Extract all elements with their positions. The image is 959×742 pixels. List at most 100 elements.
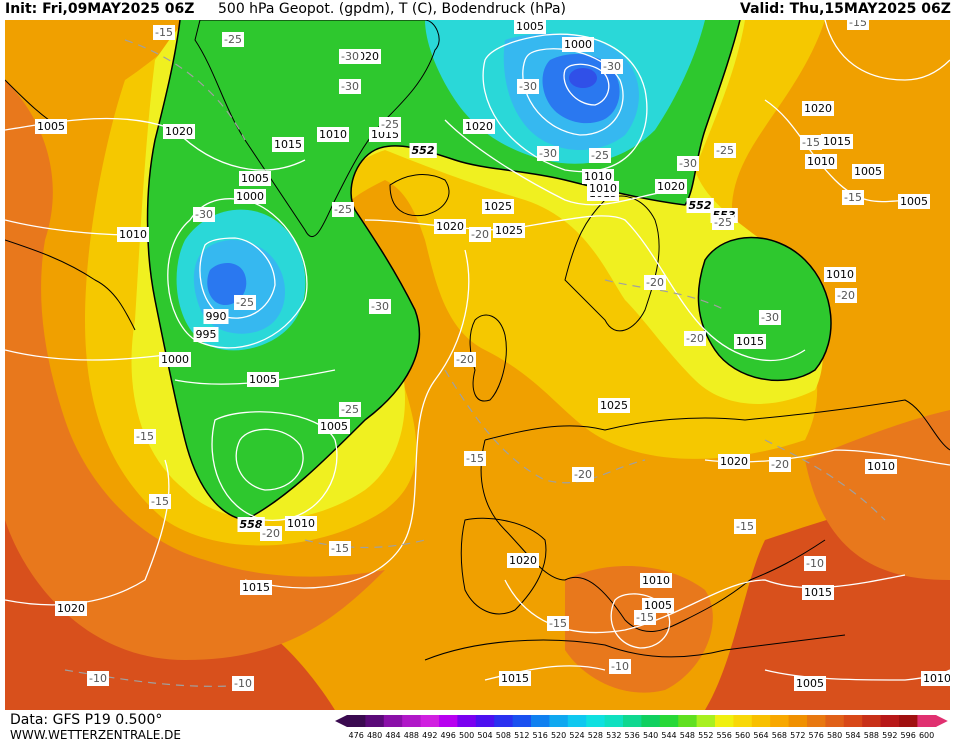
isobar-label: 1020 (804, 102, 832, 115)
legend-tick-label: 572 (790, 731, 805, 740)
legend-tick-label: 548 (680, 731, 695, 740)
isobar-label: 1005 (241, 172, 269, 185)
label-box (193, 207, 215, 222)
field-orange-dark-west (5, 80, 385, 660)
label-box (718, 454, 750, 469)
label-box (247, 372, 279, 387)
isobar-label: 1010 (584, 170, 612, 183)
label-box (149, 494, 171, 509)
legend-tick-label: 528 (588, 731, 603, 740)
coastline-iberia (460, 517, 547, 615)
legend-swatch (383, 715, 403, 727)
coastline-scandinavia (564, 195, 660, 332)
legend-swatch (751, 715, 771, 727)
legend-tick-label: 540 (643, 731, 658, 740)
label-box (769, 457, 791, 472)
legend-swatch (770, 715, 790, 727)
legend-swatch (733, 715, 753, 727)
header-bar: Init: Fri,09MAY2025 06Z 500 hPa Geopot. … (0, 0, 959, 20)
label-box (865, 459, 897, 474)
label-box (499, 671, 531, 686)
isobar-label: 1025 (600, 399, 628, 412)
isotherm (604, 279, 726, 311)
isotherm (304, 539, 426, 549)
label-box (318, 419, 350, 434)
temp-label: -20 (262, 527, 280, 540)
temp-label: -30 (679, 157, 697, 170)
isobar (211, 411, 338, 521)
label-box (159, 352, 191, 367)
legend-tick-label: 524 (569, 731, 584, 740)
legend-tick-label: 496 (441, 731, 456, 740)
label-box (134, 429, 156, 444)
legend-swatch (604, 715, 624, 727)
color-legend: 476 480 484 488 492 496 500 504 508 512 516 520 524 5… (335, 715, 948, 740)
label-box (117, 227, 149, 242)
temp-label: -25 (224, 33, 242, 46)
isobar-label: 1005 (516, 20, 544, 33)
label-box (805, 154, 837, 169)
temp-label: -30 (341, 50, 359, 63)
label-box (35, 119, 67, 134)
legend-tick-label: 600 (919, 731, 934, 740)
isobar-label: 1020 (509, 554, 537, 567)
temp-label: -15 (151, 495, 169, 508)
temp-label: -15 (155, 26, 173, 39)
temp-label: -15 (636, 611, 654, 624)
label-box (285, 516, 317, 531)
legend-tick-label: 500 (459, 731, 474, 740)
isobar-label: 1015 (736, 335, 764, 348)
legend-swatch (549, 715, 569, 727)
field-blue-deep-core (569, 68, 597, 88)
height-label: 552 (689, 199, 712, 212)
label-box (609, 659, 631, 674)
temp-label: -10 (806, 557, 824, 570)
legend-arrow-high (935, 715, 948, 727)
legend-swatch (862, 715, 882, 727)
legend-tick-label: 544 (661, 731, 676, 740)
isobar (5, 459, 170, 606)
isobar (444, 119, 686, 206)
legend-swatch (365, 715, 385, 727)
isobar-label: 1005 (796, 677, 824, 690)
legend-tick-label: 508 (496, 731, 511, 740)
legend-swatch (420, 715, 440, 727)
isobar (764, 99, 916, 203)
label-box (379, 117, 401, 132)
legend-swatch (586, 715, 606, 727)
isotherm (444, 369, 646, 484)
height-label: 552 (412, 144, 435, 157)
isobar-label: 1015 (274, 138, 302, 151)
legend-swatch (567, 715, 587, 727)
legend-swatch (494, 715, 514, 727)
legend-tick-label: 536 (625, 731, 640, 740)
legend-swatch (917, 715, 937, 727)
label-box (921, 671, 950, 686)
isobar-label: 1010 (287, 517, 315, 530)
label-box (842, 190, 864, 205)
label-box (517, 79, 539, 94)
temp-label: -10 (611, 660, 629, 673)
temp-label: -15 (136, 430, 154, 443)
temp-label: -30 (603, 60, 621, 73)
isobar-label: 1020 (720, 455, 748, 468)
label-box (409, 143, 437, 158)
isobar-label: 1015 (804, 586, 832, 599)
isobar (610, 593, 671, 649)
isobar-label: 1020 (165, 125, 193, 138)
temp-label: -25 (716, 144, 734, 157)
temp-label: -30 (519, 80, 537, 93)
isobar (522, 48, 624, 136)
isobar-label: 1015 (823, 135, 851, 148)
isotherm (124, 39, 246, 141)
legend-swatch (807, 715, 826, 727)
temp-label: -25 (714, 216, 732, 229)
temp-label: -15 (802, 136, 820, 149)
label-box (153, 25, 175, 40)
temp-label: -20 (456, 353, 474, 366)
temp-label: -20 (471, 228, 489, 241)
label-box (642, 598, 674, 613)
temp-label: -30 (761, 311, 779, 324)
label-box (589, 148, 611, 163)
temp-label: -15 (736, 520, 754, 533)
